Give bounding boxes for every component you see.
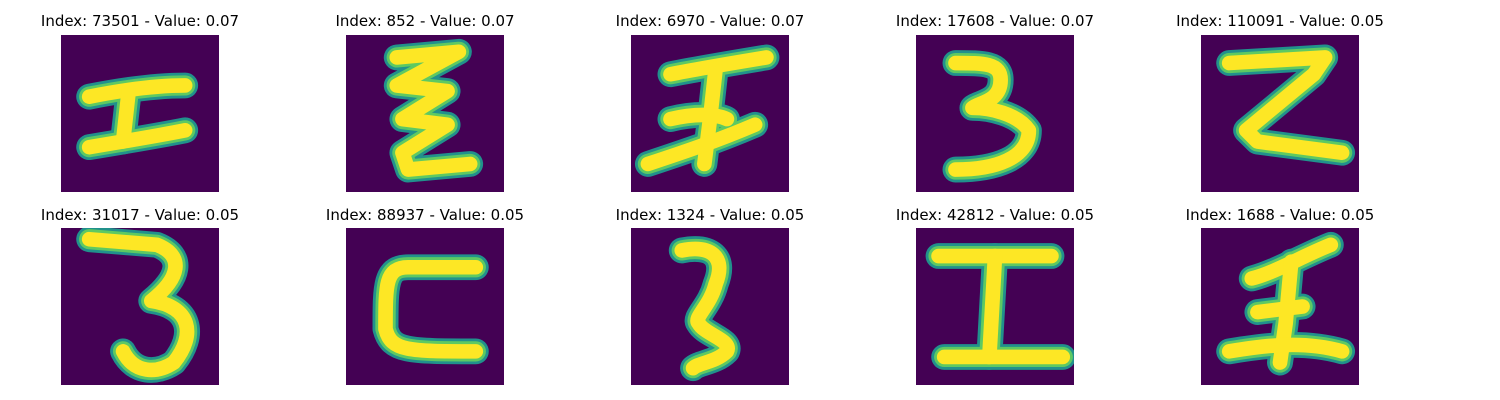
c-shape-glyph [346, 228, 504, 385]
I-shape-glyph [61, 35, 219, 192]
image-panel: Index: 852 - Value: 0.07 [285, 0, 565, 400]
panel-title: Index: 110091 - Value: 0.05 [1176, 12, 1384, 30]
stroke-core [115, 83, 137, 149]
crossed-one-glyph [1201, 228, 1359, 385]
capital-i-glyph [916, 228, 1074, 385]
image-panel: Index: 110091 - Value: 0.05 [1140, 0, 1420, 400]
glyph-image [916, 35, 1074, 192]
panel-title: Index: 852 - Value: 0.07 [335, 12, 515, 30]
thin-three-glyph [61, 228, 219, 385]
image-panel: Index: 1688 - Value: 0.05 [1140, 0, 1420, 400]
stroke-core [1221, 337, 1350, 359]
block-z-glyph [1201, 35, 1359, 192]
panel-title: Index: 1688 - Value: 0.05 [1185, 206, 1375, 224]
glyph-image [916, 228, 1074, 385]
stroke-core [81, 123, 193, 155]
glyph-image [346, 35, 504, 192]
stroke-core [81, 231, 195, 378]
panel-title: Index: 31017 - Value: 0.05 [40, 206, 240, 224]
image-panel: Index: 88937 - Value: 0.05 [285, 0, 565, 400]
stroke-core [663, 107, 735, 127]
stroke-core [982, 248, 1003, 365]
image-background [61, 35, 219, 192]
image-panel: Index: 73501 - Value: 0.07 [0, 0, 280, 400]
image-panel: Index: 42812 - Value: 0.05 [855, 0, 1135, 400]
stroke-core [948, 55, 1037, 177]
image-panel: Index: 6970 - Value: 0.07 [570, 0, 850, 400]
glyph-image [1201, 228, 1359, 385]
glyph-image [631, 228, 789, 385]
crossed-figure-glyph [631, 35, 789, 192]
glyph-image [631, 35, 789, 192]
three-glyph [916, 35, 1074, 192]
image-panel: Index: 31017 - Value: 0.05 [0, 0, 280, 400]
glyph-image [346, 228, 504, 385]
image-panel: Index: 1324 - Value: 0.05 [570, 0, 850, 400]
stroke-core [1221, 50, 1350, 161]
stroke-core [674, 241, 735, 376]
panel-title: Index: 88937 - Value: 0.05 [325, 206, 525, 224]
image-panel: Index: 17608 - Value: 0.07 [855, 0, 1135, 400]
panel-title: Index: 17608 - Value: 0.07 [895, 12, 1095, 30]
curvy-two-glyph [631, 228, 789, 385]
zigzag-z-glyph [346, 35, 504, 192]
glyph-image [1201, 35, 1359, 192]
panel-title: Index: 1324 - Value: 0.05 [615, 206, 805, 224]
stroke-core [378, 259, 484, 359]
panel-title: Index: 42812 - Value: 0.05 [895, 206, 1095, 224]
stroke-core [640, 117, 763, 172]
glyph-image [61, 228, 219, 385]
stroke-core [1250, 299, 1310, 320]
stroke-core [389, 44, 478, 177]
panel-title: Index: 6970 - Value: 0.07 [615, 12, 805, 30]
glyph-image [61, 35, 219, 192]
panel-title: Index: 73501 - Value: 0.07 [40, 12, 240, 30]
